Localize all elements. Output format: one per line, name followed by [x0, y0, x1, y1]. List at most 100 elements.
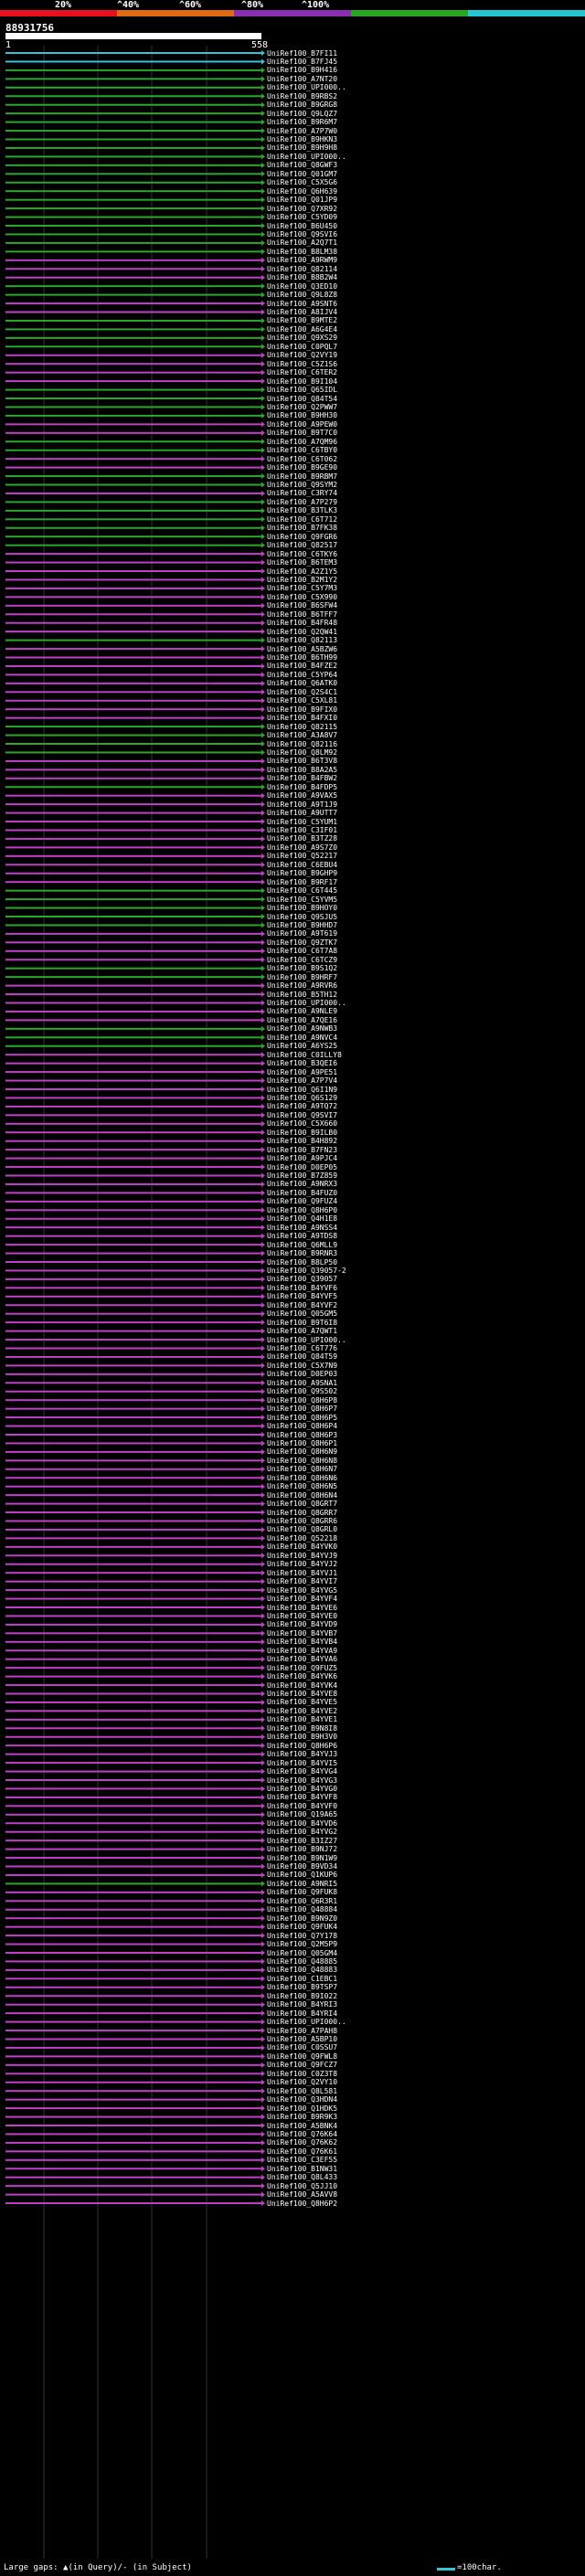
hit-label[interactable]: UniRef100_B6TEM3 [267, 558, 338, 567]
hit-label[interactable]: UniRef100_B4YVG0 [267, 1784, 338, 1793]
hit-label[interactable]: UniRef100_Q8GRR6 [267, 1517, 338, 1525]
hit-label[interactable]: UniRef100_A9PJC4 [267, 1154, 338, 1163]
hit-label[interactable]: UniRef100_B4FR48 [267, 619, 338, 628]
hit-label[interactable]: UniRef100_Q39057 [267, 1275, 338, 1284]
hit-label[interactable]: UniRef100_Q2QW41 [267, 627, 338, 636]
hit-label[interactable]: UniRef100_A9NVC4 [267, 1033, 338, 1042]
hit-label[interactable]: UniRef100_A6G4E4 [267, 324, 338, 334]
hit-label[interactable]: UniRef100_B9N8I8 [267, 1723, 338, 1733]
hit-label[interactable]: UniRef100_Q76K64 [267, 2129, 338, 2138]
hit-label[interactable]: UniRef100_B4FUZ0 [267, 1188, 338, 1197]
hit-label[interactable]: UniRef100_UPI000.. [267, 2018, 346, 2027]
hit-label[interactable]: UniRef100_C0SSU7 [267, 2043, 338, 2052]
hit-label[interactable]: UniRef100_Q05GM4 [267, 1948, 338, 1957]
hit-label[interactable]: UniRef100_Q8H6P3 [267, 1430, 338, 1439]
hit-label[interactable]: UniRef100_B9MTE2 [267, 316, 338, 325]
hit-label[interactable]: UniRef100_A7QE16 [267, 1015, 338, 1024]
hit-label[interactable]: UniRef100_B9ILB0 [267, 1128, 338, 1137]
hit-label[interactable]: UniRef100_A9NRX3 [267, 1180, 338, 1189]
hit-label[interactable]: UniRef100_B4YVA6 [267, 1655, 338, 1664]
hit-label[interactable]: UniRef100_B4YVJ9 [267, 1551, 338, 1560]
hit-label[interactable]: UniRef100_C6T776 [267, 1344, 338, 1352]
hit-label[interactable]: UniRef100_UPI000.. [267, 152, 346, 161]
hit-label[interactable]: UniRef100_B9HRF7 [267, 972, 338, 981]
hit-label[interactable]: UniRef100_UPI000.. [267, 999, 346, 1007]
hit-label[interactable]: UniRef100_Q82116 [267, 739, 338, 748]
hit-label[interactable]: UniRef100_B4YVD6 [267, 1818, 338, 1828]
hit-label[interactable]: UniRef100_B8LM38 [267, 247, 338, 256]
hit-label[interactable]: UniRef100_Q9FUK8 [267, 1888, 338, 1897]
hit-label[interactable]: UniRef100_A9UTT7 [267, 809, 338, 818]
hit-label[interactable]: UniRef100_Q8GRT7 [267, 1500, 338, 1509]
hit-label[interactable]: UniRef100_B4YVE2 [267, 1706, 338, 1715]
hit-label[interactable]: UniRef100_B1NW31 [267, 2164, 338, 2173]
hit-label[interactable]: UniRef100_B9H9H8 [267, 143, 338, 153]
hit-label[interactable]: UniRef100_B6TFF7 [267, 610, 338, 619]
hit-label[interactable]: UniRef100_C6EBU4 [267, 860, 338, 869]
hit-label[interactable]: UniRef100_B9R9K3 [267, 2113, 338, 2122]
hit-label[interactable]: UniRef100_Q7Y178 [267, 1931, 338, 1940]
hit-label[interactable]: UniRef100_B7Z859 [267, 1171, 338, 1180]
hit-label[interactable]: UniRef100_Q9FUK4 [267, 1923, 338, 1932]
hit-label[interactable]: UniRef100_Q6MLL9 [267, 1240, 338, 1249]
hit-label[interactable]: UniRef100_Q84T59 [267, 1352, 338, 1362]
hit-label[interactable]: UniRef100_B9TSP7 [267, 1983, 338, 1992]
hit-label[interactable]: UniRef100_Q9FUZ4 [267, 1197, 338, 1206]
hit-label[interactable]: UniRef100_B4YVJ3 [267, 1750, 338, 1759]
hit-label[interactable]: UniRef100_C5X5G6 [267, 178, 338, 187]
hit-label[interactable]: UniRef100_A6YS25 [267, 1042, 338, 1051]
hit-label[interactable]: UniRef100_B9R6M7 [267, 118, 338, 127]
hit-label[interactable]: UniRef100_B4FBW2 [267, 774, 338, 783]
hit-label[interactable]: UniRef100_Q8H6P2 [267, 2199, 338, 2208]
hit-label[interactable]: UniRef100_B4YVG2 [267, 1828, 338, 1837]
hit-label[interactable]: UniRef100_Q76K61 [267, 2147, 338, 2156]
hit-label[interactable]: UniRef100_Q01JP9 [267, 196, 338, 205]
hit-label[interactable]: UniRef100_B4YVI7 [267, 1577, 338, 1586]
hit-label[interactable]: UniRef100_A9TQ72 [267, 1102, 338, 1111]
hit-label[interactable]: UniRef100_Q8GRR7 [267, 1508, 338, 1517]
hit-label[interactable]: UniRef100_C0Z3T8 [267, 2069, 338, 2078]
hit-label[interactable]: UniRef100_C5YUM1 [267, 817, 338, 826]
hit-label[interactable]: UniRef100_B8A2A5 [267, 765, 338, 774]
hit-label[interactable]: UniRef100_UPI000.. [267, 83, 346, 92]
hit-label[interactable]: UniRef100_B9RF17 [267, 877, 338, 886]
hit-label[interactable]: UniRef100_B6SFW4 [267, 601, 338, 610]
hit-label[interactable]: UniRef100_Q3HDN4 [267, 2095, 338, 2104]
hit-label[interactable]: UniRef100_C0PQL7 [267, 342, 338, 351]
hit-label[interactable]: UniRef100_Q01GM7 [267, 169, 338, 178]
hit-label[interactable]: UniRef100_A7P279 [267, 497, 338, 506]
hit-label[interactable]: UniRef100_C1EBC1 [267, 1974, 338, 1983]
hit-label[interactable]: UniRef100_Q8H6N8 [267, 1456, 338, 1465]
hit-label[interactable]: UniRef100_Q1KUP6 [267, 1871, 338, 1880]
hit-label[interactable]: UniRef100_Q6H639 [267, 186, 338, 196]
hit-label[interactable]: UniRef100_B2M1Y2 [267, 575, 338, 584]
hit-label[interactable]: UniRef100_B7FN23 [267, 1145, 338, 1154]
hit-label[interactable]: UniRef100_Q8H6P0 [267, 1205, 338, 1214]
hit-label[interactable]: UniRef100_Q82517 [267, 541, 338, 550]
hit-label[interactable]: UniRef100_B4YVJ1 [267, 1568, 338, 1577]
hit-label[interactable]: UniRef100_B9H3V0 [267, 1733, 338, 1742]
hit-label[interactable]: UniRef100_B9S1Q2 [267, 964, 338, 973]
hit-label[interactable]: UniRef100_Q3ED10 [267, 281, 338, 291]
hit-label[interactable]: UniRef100_Q2M5P9 [267, 1940, 338, 1949]
hit-label[interactable]: UniRef100_B4YVK4 [267, 1680, 338, 1690]
hit-label[interactable]: UniRef100_Q19A65 [267, 1810, 338, 1819]
hit-label[interactable]: UniRef100_C3RY74 [267, 489, 338, 498]
hit-label[interactable]: UniRef100_B4H892 [267, 1137, 338, 1146]
hit-label[interactable]: UniRef100_A9PEW0 [267, 419, 338, 429]
hit-label[interactable]: UniRef100_Q8H6P5 [267, 1413, 338, 1422]
hit-label[interactable]: UniRef100_A9T1J9 [267, 800, 338, 809]
hit-label[interactable]: UniRef100_A3A8V7 [267, 731, 338, 740]
hit-label[interactable]: UniRef100_A5BNK4 [267, 2121, 338, 2130]
hit-label[interactable]: UniRef100_Q6R3R1 [267, 1896, 338, 1905]
hit-label[interactable]: UniRef100_Q9FCZ7 [267, 2061, 338, 2070]
hit-label[interactable]: UniRef100_Q48884 [267, 1905, 338, 1914]
hit-label[interactable]: UniRef100_Q9L8Z8 [267, 291, 338, 300]
hit-label[interactable]: UniRef100_B4YVG4 [267, 1767, 338, 1776]
hit-label[interactable]: UniRef100_B9I022 [267, 1991, 338, 2000]
hit-label[interactable]: UniRef100_Q9XS29 [267, 334, 338, 343]
hit-label[interactable]: UniRef100_C5YP64 [267, 670, 338, 679]
hit-label[interactable]: UniRef100_B3QEI6 [267, 1059, 338, 1068]
hit-label[interactable]: UniRef100_B4YVF8 [267, 1793, 338, 1802]
hit-label[interactable]: UniRef100_B9GRG8 [267, 101, 338, 110]
